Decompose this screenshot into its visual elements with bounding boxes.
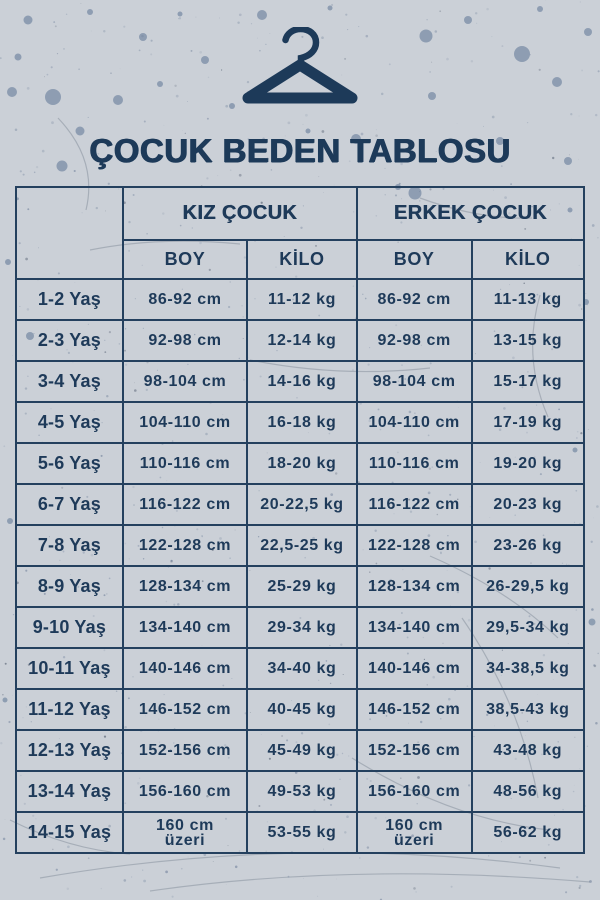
age-column-corner-cell [15,186,124,280]
girls-group-header: KIZ ÇOCUK [121,186,358,241]
row-age-label: 5-6 Yaş [15,442,124,485]
boys-weight-cell: 29,5-34 kg [470,606,586,649]
girls-height-cell: 140-146 cm [121,647,249,690]
boys-height-cell: 98-104 cm [355,360,473,403]
boys-height-cell: 92-98 cm [355,319,473,362]
girls-height-cell: 86-92 cm [121,278,249,321]
row-age-label: 6-7 Yaş [15,483,124,526]
table-row: 7-8 Yaş 122-128 cm 22,5-25 kg 122-128 cm 23-… [15,524,586,567]
boys-height-cell: 128-134 cm [355,565,473,608]
boys-height-cell: 134-140 cm [355,606,473,649]
table-row: 1-2 Yaş 86-92 cm 11-12 kg 86-92 cm 11-13 kg [15,278,586,321]
page-title: ÇOCUK BEDEN TABLOSU [89,132,511,169]
girls-weight-cell: 29-34 kg [246,606,358,649]
girls-weight-cell: 45-49 kg [246,729,358,772]
boys-weight-cell: 56-62 kg [470,811,586,854]
girls-height-cell: 122-128 cm [121,524,249,567]
table-row: 13-14 Yaş 156-160 cm 49-53 kg 156-160 cm 48-… [15,770,586,813]
row-age-label: 1-2 Yaş [15,278,124,321]
girls-height-cell: 156-160 cm [121,770,249,813]
boys-weight-cell: 19-20 kg [470,442,586,485]
row-age-label: 4-5 Yaş [15,401,124,444]
boys-weight-cell: 38,5-43 kg [470,688,586,731]
boys-weight-cell: 11-13 kg [470,278,586,321]
table-row: 6-7 Yaş 116-122 cm 20-22,5 kg 116-122 cm 20-… [15,483,586,526]
girls-height-cell: 98-104 cm [121,360,249,403]
girls-height-cell: 146-152 cm [121,688,249,731]
girls-weight-header: KİLO [246,239,358,280]
boys-weight-cell: 43-48 kg [470,729,586,772]
boys-weight-header: KİLO [470,239,586,280]
table-row: 11-12 Yaş 146-152 cm 40-45 kg 146-152 cm 38,… [15,688,586,731]
girls-height-cell: 92-98 cm [121,319,249,362]
girls-height-header: BOY [121,239,249,280]
boys-weight-cell: 13-15 kg [470,319,586,362]
girls-height-cell: 134-140 cm [121,606,249,649]
girls-height-cell: 160 cm üzeri [121,811,249,854]
boys-height-header: BOY [355,239,473,280]
clothes-hanger-icon [237,25,363,111]
girls-weight-cell: 11-12 kg [246,278,358,321]
girls-weight-cell: 14-16 kg [246,360,358,403]
row-age-label: 8-9 Yaş [15,565,124,608]
boys-group-header: ERKEK ÇOCUK [355,186,586,241]
girls-weight-cell: 20-22,5 kg [246,483,358,526]
row-age-label: 14-15 Yaş [15,811,124,854]
boys-height-cell: 104-110 cm [355,401,473,444]
girls-height-cell: 116-122 cm [121,483,249,526]
table-row: 8-9 Yaş 128-134 cm 25-29 kg 128-134 cm 26-29… [15,565,586,608]
size-table: KIZ ÇOCUK ERKEK ÇOCUK BOY KİLO BOY KİLO … [15,186,586,854]
row-age-label: 7-8 Yaş [15,524,124,567]
boys-weight-cell: 15-17 kg [470,360,586,403]
boys-height-cell: 110-116 cm [355,442,473,485]
girls-height-cell: 110-116 cm [121,442,249,485]
boys-height-cell: 146-152 cm [355,688,473,731]
boys-height-cell: 122-128 cm [355,524,473,567]
table-row: 5-6 Yaş 110-116 cm 18-20 kg 110-116 cm 19-20… [15,442,586,485]
table-row: 9-10 Yaş 134-140 cm 29-34 kg 134-140 cm 29,5… [15,606,586,649]
boys-weight-cell: 20-23 kg [470,483,586,526]
girls-weight-cell: 12-14 kg [246,319,358,362]
boys-height-cell: 156-160 cm [355,770,473,813]
girls-weight-cell: 18-20 kg [246,442,358,485]
table-row: 14-15 Yaş 160 cm üzeri 53-55 kg 160 cm üzer… [15,811,586,854]
table-row: 10-11 Yaş 140-146 cm 34-40 kg 140-146 cm 34-… [15,647,586,690]
table-row: 2-3 Yaş 92-98 cm 12-14 kg 92-98 cm 13-15 kg [15,319,586,362]
row-age-label: 13-14 Yaş [15,770,124,813]
table-row: 12-13 Yaş 152-156 cm 45-49 kg 152-156 cm 43-… [15,729,586,772]
boys-weight-cell: 23-26 kg [470,524,586,567]
row-age-label: 3-4 Yaş [15,360,124,403]
boys-height-cell: 86-92 cm [355,278,473,321]
row-age-label: 11-12 Yaş [15,688,124,731]
girls-weight-cell: 49-53 kg [246,770,358,813]
table-row: 3-4 Yaş 98-104 cm 14-16 kg 98-104 cm 15-17 k… [15,360,586,403]
girls-height-cell: 152-156 cm [121,729,249,772]
row-age-label: 10-11 Yaş [15,647,124,690]
row-age-label: 12-13 Yaş [15,729,124,772]
girls-weight-cell: 16-18 kg [246,401,358,444]
boys-height-cell: 140-146 cm [355,647,473,690]
row-age-label: 9-10 Yaş [15,606,124,649]
boys-weight-cell: 48-56 kg [470,770,586,813]
boys-weight-cell: 17-19 kg [470,401,586,444]
girls-weight-cell: 22,5-25 kg [246,524,358,567]
boys-height-cell: 160 cm üzeri [355,811,473,854]
boys-weight-cell: 34-38,5 kg [470,647,586,690]
table-row: 4-5 Yaş 104-110 cm 16-18 kg 104-110 cm 17-19… [15,401,586,444]
girls-height-cell: 128-134 cm [121,565,249,608]
girls-weight-cell: 53-55 kg [246,811,358,854]
girls-weight-cell: 25-29 kg [246,565,358,608]
girls-height-cell: 104-110 cm [121,401,249,444]
girls-weight-cell: 34-40 kg [246,647,358,690]
girls-weight-cell: 40-45 kg [246,688,358,731]
boys-height-cell: 116-122 cm [355,483,473,526]
boys-weight-cell: 26-29,5 kg [470,565,586,608]
boys-height-cell: 152-156 cm [355,729,473,772]
row-age-label: 2-3 Yaş [15,319,124,362]
